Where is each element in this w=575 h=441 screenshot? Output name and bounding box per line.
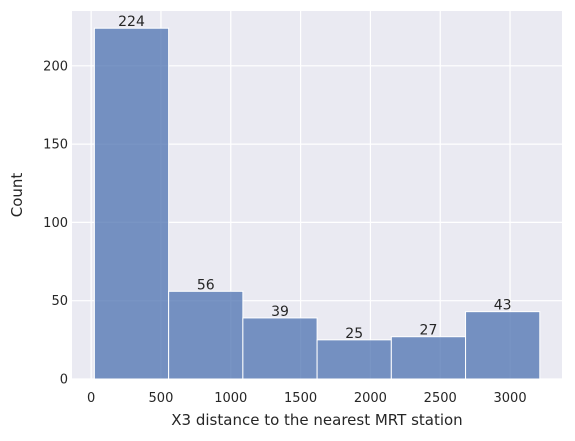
x-tick-label: 1500 <box>284 391 317 406</box>
x-tick-label: 2500 <box>424 391 457 406</box>
bar-value-label: 39 <box>271 304 289 320</box>
histogram-bar <box>93 27 170 380</box>
bar-value-label: 27 <box>420 323 438 339</box>
histogram-bar <box>168 290 244 380</box>
y-tick-label: 50 <box>51 294 68 309</box>
histogram-bar <box>242 317 318 380</box>
bar-value-label: 25 <box>345 326 363 342</box>
y-tick-label: 0 <box>60 373 68 388</box>
bar-value-label: 43 <box>494 298 512 314</box>
x-tick-label: 1000 <box>214 391 247 406</box>
bar-value-label: 56 <box>197 277 215 293</box>
histogram-bar <box>316 339 392 380</box>
histogram-bar <box>465 311 541 380</box>
y-tick-label: 150 <box>43 138 68 153</box>
x-tick-label: 3000 <box>494 391 527 406</box>
y-tick-label: 200 <box>43 59 68 74</box>
x-tick-label: 500 <box>149 391 174 406</box>
x-tick-label: 2000 <box>354 391 387 406</box>
y-axis-tick-labels: 0 50 100 150 200 <box>43 59 68 387</box>
y-axis-label: Count <box>8 173 26 218</box>
x-axis-tick-labels: 0 500 1000 1500 2000 2500 3000 <box>87 391 527 406</box>
histogram-bars <box>93 27 541 380</box>
bar-value-labels: 224 56 39 25 27 43 <box>118 14 511 342</box>
x-axis-label: X3 distance to the nearest MRT station <box>171 411 462 429</box>
x-tick-label: 0 <box>87 391 95 406</box>
bar-value-label: 224 <box>118 14 145 30</box>
y-tick-label: 100 <box>43 216 68 231</box>
histogram-bar <box>390 336 467 380</box>
